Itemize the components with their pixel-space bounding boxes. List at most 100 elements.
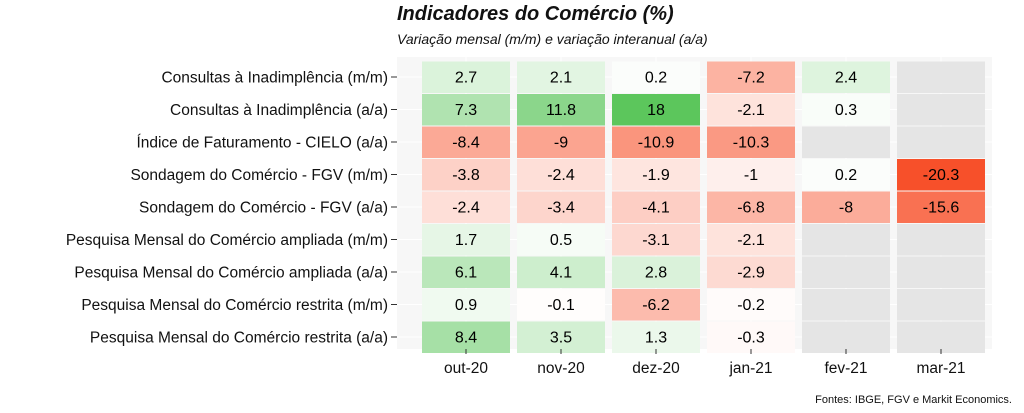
- heatmap-cell: [422, 289, 510, 321]
- heatmap-cell: [802, 61, 890, 93]
- cell-value-label: -6.2: [642, 297, 670, 314]
- cell-value-label: 7.3: [455, 102, 477, 119]
- cell-value-label: -2.9: [737, 265, 765, 282]
- heatmap-cell: [707, 224, 795, 256]
- heatmap-cell: [612, 61, 700, 93]
- heatmap-cell: [707, 256, 795, 288]
- cell-value-label: 2.7: [455, 70, 477, 87]
- row-label: Índice de Faturamento - CIELO (a/a): [136, 135, 388, 152]
- heatmap-cell: [517, 289, 605, 321]
- row-label: Pesquisa Mensal do Comércio restrita (m/…: [81, 297, 388, 314]
- cell-value-label: 1.7: [455, 232, 477, 249]
- heatmap-cell: [612, 224, 700, 256]
- heatmap-cell: [707, 191, 795, 223]
- heatmap-cell-missing: [897, 321, 985, 353]
- column-label: dez-20: [632, 360, 680, 377]
- heatmap-cell: [707, 159, 795, 191]
- heatmap-cell: [612, 321, 700, 353]
- cell-value-label: -3.1: [642, 232, 670, 249]
- heatmap-cell: [707, 61, 795, 93]
- cell-value-label: -1.9: [642, 167, 670, 184]
- heatmap-cell: [422, 224, 510, 256]
- cell-value-label: -2.4: [452, 200, 480, 217]
- heatmap-cell: [422, 321, 510, 353]
- heatmap-cell: [517, 126, 605, 158]
- heatmap-cell: [707, 289, 795, 321]
- cell-value-label: -7.2: [737, 70, 765, 87]
- row-label: Pesquisa Mensal do Comércio ampliada (a/…: [74, 265, 388, 282]
- heatmap-cell: [612, 191, 700, 223]
- cell-value-label: 0.9: [455, 297, 477, 314]
- cell-value-label: 0.2: [645, 70, 667, 87]
- heatmap-cell-missing: [897, 224, 985, 256]
- cell-value-label: -9: [554, 135, 568, 152]
- heatmap-cell-missing: [897, 94, 985, 126]
- heatmap-cell-missing: [897, 61, 985, 93]
- heatmap-cell-missing: [802, 224, 890, 256]
- heatmap-cell: [422, 159, 510, 191]
- heatmap-cell: [517, 61, 605, 93]
- column-label: out-20: [444, 360, 488, 377]
- cell-value-label: -0.3: [737, 330, 765, 347]
- column-label: mar-21: [916, 360, 965, 377]
- heatmap-cell-missing: [897, 126, 985, 158]
- heatmap-cells: [422, 61, 985, 353]
- heatmap-cell: [897, 159, 985, 191]
- row-label: Pesquisa Mensal do Comércio restrita (a/…: [90, 330, 388, 347]
- cell-value-label: -8: [839, 200, 853, 217]
- cell-value-label: 0.2: [835, 167, 857, 184]
- cell-value-label: -15.6: [923, 200, 960, 217]
- cell-value-labels: 2.7 2.1 0.2 -7.2 2.4 7.3 11.8 18 -2.1 0.3 -8.4 -9 -1…: [452, 70, 959, 347]
- cell-value-label: 0.5: [550, 232, 572, 249]
- heatmap-cell: [517, 159, 605, 191]
- heatmap-cell: [422, 256, 510, 288]
- heatmap-cell: [612, 289, 700, 321]
- cell-value-label: -0.1: [547, 297, 575, 314]
- heatmap-cell: [707, 321, 795, 353]
- row-label: Consultas à Inadimplência (a/a): [170, 102, 388, 119]
- heatmap-cell-missing: [897, 289, 985, 321]
- heatmap-cell: [517, 321, 605, 353]
- heatmap-cell-missing: [802, 126, 890, 158]
- row-label: Sondagem do Comércio - FGV (a/a): [139, 200, 388, 217]
- column-label: nov-20: [537, 360, 585, 377]
- heatmap-cell-missing: [802, 321, 890, 353]
- heatmap-cell: [422, 191, 510, 223]
- heatmap-cell: [802, 159, 890, 191]
- cell-value-label: -3.4: [547, 200, 575, 217]
- cell-value-label: -0.2: [737, 297, 765, 314]
- cell-value-label: -10.9: [638, 135, 675, 152]
- heatmap-cell-missing: [802, 289, 890, 321]
- column-label: jan-21: [728, 360, 772, 377]
- heatmap-cell: [707, 94, 795, 126]
- heatmap-cell: [707, 126, 795, 158]
- cell-value-label: 3.5: [550, 330, 572, 347]
- heatmap-cell: [517, 256, 605, 288]
- chart-title: Indicadores do Comércio (%): [397, 3, 674, 25]
- row-labels: Consultas à Inadimplência (m/m) Consultas…: [66, 70, 397, 347]
- heatmap-cell: [802, 191, 890, 223]
- heatmap-cell: [802, 94, 890, 126]
- heatmap-cell: [612, 94, 700, 126]
- column-labels: out-20 nov-20 dez-20 jan-21 fev-21 mar-21: [444, 349, 966, 377]
- cell-value-label: 2.4: [835, 70, 857, 87]
- cell-value-label: 8.4: [455, 330, 477, 347]
- heatmap-cell: [612, 256, 700, 288]
- cell-value-label: 4.1: [550, 265, 572, 282]
- cell-value-label: 2.1: [550, 70, 572, 87]
- heatmap-cell: [612, 126, 700, 158]
- cell-value-label: -2.1: [737, 102, 765, 119]
- cell-value-label: -2.1: [737, 232, 765, 249]
- heatmap-cell: [422, 61, 510, 93]
- heatmap-cell: [517, 94, 605, 126]
- row-label: Pesquisa Mensal do Comércio ampliada (m/…: [66, 232, 388, 249]
- heatmap-cell: [897, 191, 985, 223]
- cell-value-label: 18: [647, 102, 665, 119]
- chart-subtitle: Variação mensal (m/m) e variação interan…: [397, 31, 708, 47]
- heatmap-cell-missing: [802, 256, 890, 288]
- heatmap-cell: [517, 224, 605, 256]
- column-label: fev-21: [824, 360, 867, 377]
- cell-value-label: -6.8: [737, 200, 765, 217]
- row-label: Sondagem do Comércio - FGV (m/m): [130, 167, 388, 184]
